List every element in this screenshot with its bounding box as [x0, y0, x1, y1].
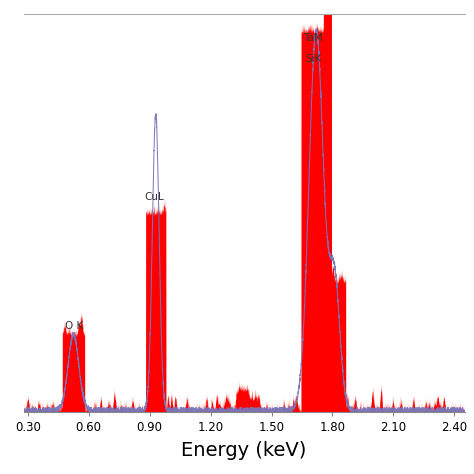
Text: SiK: SiK: [305, 54, 321, 64]
X-axis label: Energy (keV): Energy (keV): [182, 441, 307, 460]
Text: TaM: TaM: [303, 33, 323, 43]
Text: CuL: CuL: [145, 192, 164, 202]
Text: O K: O K: [65, 321, 83, 331]
